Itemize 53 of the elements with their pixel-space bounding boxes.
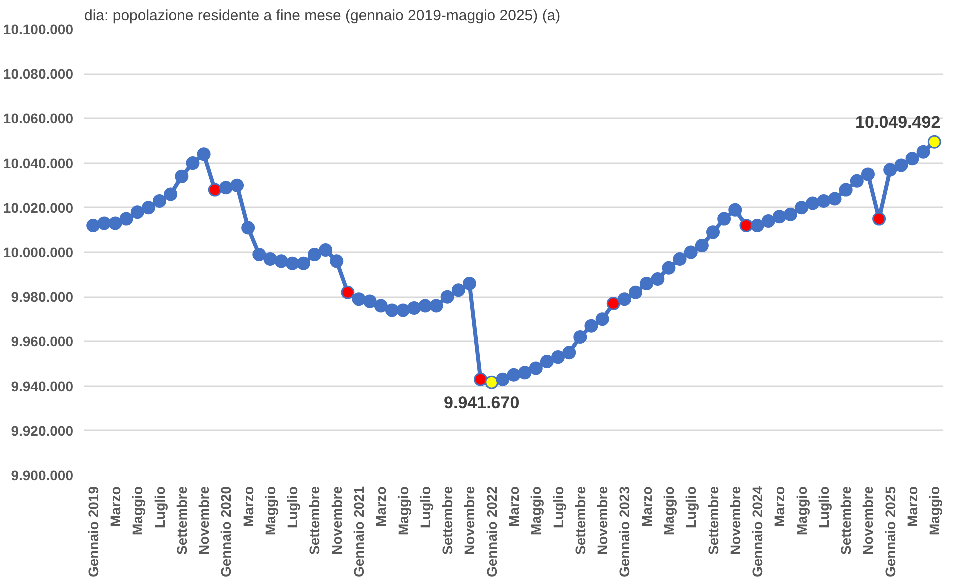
x-tick-label: Maggio (794, 486, 810, 536)
y-tick-label: 9.900.000 (11, 468, 74, 484)
x-tick-label: Maggio (395, 486, 412, 536)
x-tick-label: Novembre (328, 486, 345, 555)
x-tick-label: Marzo (506, 486, 522, 527)
x-tick-label: Luglio (550, 486, 566, 528)
y-tick-label: 9.980.000 (11, 289, 74, 306)
x-tick-label: Novembre (196, 486, 212, 555)
x-tick-label: Gennaio 2023 (616, 486, 633, 578)
x-tick-label: Gennaio 2019 (85, 486, 102, 578)
x-tick-label: Marzo (240, 486, 256, 527)
x-tick-label: Settembre (306, 486, 323, 555)
y-tick-label: 10.080.000 (3, 66, 74, 82)
x-tick-label: Settembre (705, 486, 722, 555)
data-label: 9.941.670 (444, 394, 520, 413)
y-tick-label: 10.060.000 (3, 110, 74, 127)
x-tick-label: Marzo (904, 486, 921, 527)
x-tick-label: Gennaio 2025 (882, 486, 898, 578)
x-tick-label: Luglio (284, 486, 301, 528)
x-tick-label: Gennaio 2021 (351, 486, 368, 578)
x-tick-label: Settembre (572, 486, 588, 555)
y-tick-label: 9.940.000 (11, 378, 74, 394)
x-tick-label: Luglio (417, 486, 434, 528)
y-tick-label: 9.920.000 (11, 422, 74, 439)
x-tick-label: Settembre (440, 486, 456, 555)
x-tick-label: Marzo (373, 486, 390, 527)
x-tick-label: Gennaio 2022 (484, 486, 500, 578)
x-tick-label: Marzo (107, 486, 124, 527)
y-tick-label: 10.100.000 (3, 22, 74, 38)
y-tick-label: 10.020.000 (3, 200, 74, 216)
x-tick-label: Marzo (772, 486, 788, 527)
x-tick-label: Maggio (660, 486, 677, 536)
x-tick-label: Gennaio 2024 (750, 486, 766, 578)
y-tick-label: 10.000.000 (3, 244, 74, 260)
x-tick-label: Settembre (838, 486, 854, 555)
x-tick-label: Novembre (727, 486, 744, 555)
x-tick-label: Settembre (174, 486, 190, 555)
x-tick-label: Novembre (462, 486, 478, 555)
data-label: 10.049.492 (856, 113, 941, 132)
chart-title: dia: popolazione residente a fine mese (gennaio 2019-maggio 2025) (a) (84, 8, 561, 24)
x-tick-label: Novembre (594, 486, 611, 555)
x-tick-label: Marzo (638, 486, 655, 527)
x-tick-label: Luglio (816, 486, 832, 528)
x-tick-label: Maggio (130, 486, 146, 536)
x-tick-label: Maggio (262, 486, 278, 536)
x-tick-label: Gennaio 2020 (218, 486, 234, 578)
x-tick-label: Novembre (860, 486, 876, 555)
x-tick-label: Maggio (528, 486, 544, 536)
x-tick-label: Luglio (683, 486, 700, 528)
x-tick-label: Luglio (152, 486, 168, 528)
y-tick-label: 10.040.000 (3, 155, 74, 172)
x-tick-label: Maggio (926, 486, 943, 536)
y-tick-label: 9.960.000 (11, 334, 74, 350)
